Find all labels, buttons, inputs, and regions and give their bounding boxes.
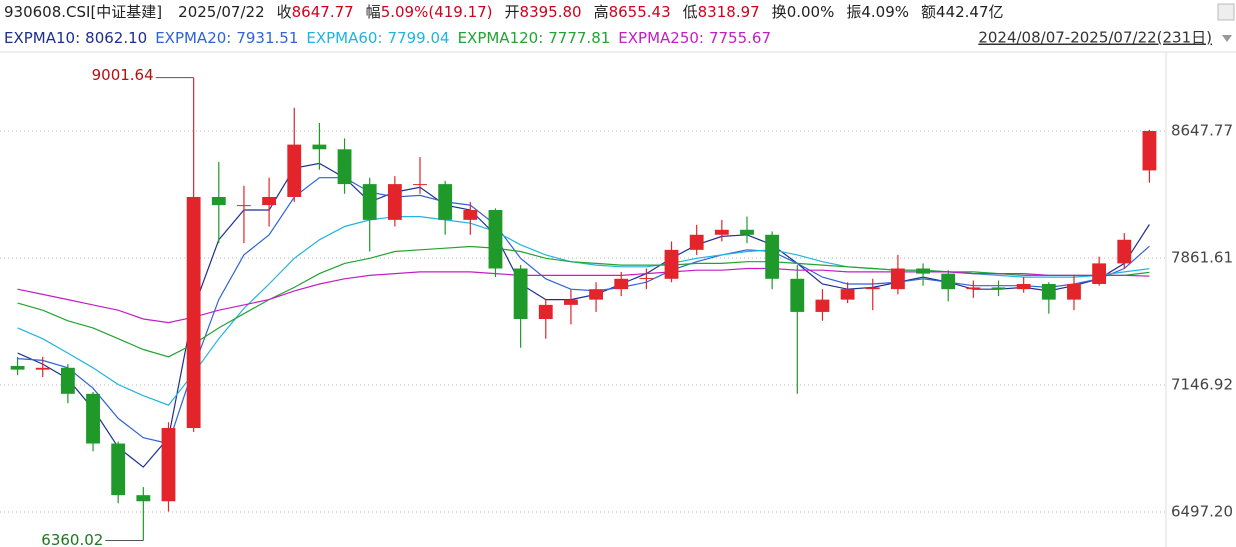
candle-body — [387, 184, 402, 220]
candle-body — [513, 268, 528, 319]
quote-value: 8395.80 — [520, 3, 582, 21]
candle-body — [10, 365, 25, 370]
candle-body — [136, 495, 151, 502]
candle-body — [966, 287, 981, 290]
annotation-label: 9001.64 — [92, 66, 154, 84]
candle-body — [714, 229, 729, 235]
candle-body — [186, 196, 201, 429]
candle-body — [1016, 283, 1031, 290]
candle-body — [1092, 263, 1107, 284]
candle-body — [865, 287, 880, 290]
candle-body — [639, 277, 654, 279]
candle-body — [237, 205, 251, 207]
candle-body — [815, 299, 830, 312]
candle-body — [86, 393, 100, 444]
legend-name: EXPMA10: — [4, 29, 80, 47]
candle-body — [991, 287, 1006, 290]
candle-body — [1041, 283, 1056, 300]
candle-body — [840, 289, 855, 300]
candle-body — [488, 210, 503, 269]
candle-body — [1117, 239, 1132, 264]
candle-body — [312, 144, 327, 150]
quote-value: 0.00% — [787, 3, 835, 21]
candle-body — [337, 149, 352, 185]
date-range: 2024/08/07-2025/07/22(231日) — [978, 29, 1212, 47]
ema-line — [17, 267, 1150, 324]
candle-body — [790, 278, 805, 312]
quote-label: 开 — [505, 3, 520, 21]
legend-name: EXPMA60: — [306, 29, 382, 47]
ema-line — [17, 177, 1150, 445]
quote-label: 换 — [772, 3, 787, 21]
candle-body — [35, 367, 50, 370]
quote-value: 8655.43 — [609, 3, 671, 21]
quote-label: 振 — [846, 3, 861, 21]
legend-name: EXPMA20: — [155, 29, 231, 47]
legend-value: 7931.51 — [236, 29, 298, 47]
candle-body — [689, 234, 704, 250]
date: 2025/07/22 — [178, 3, 264, 21]
candle-body — [916, 268, 930, 274]
menu-arrow[interactable] — [1222, 35, 1232, 42]
quote-value: 8318.97 — [698, 3, 760, 21]
candle-body — [740, 229, 754, 235]
symbol: 930608.CSI[中证基建] — [4, 3, 162, 21]
quote-value: 5.09%(419.17) — [381, 3, 493, 21]
candle-body — [60, 367, 75, 394]
quote-row: 930608.CSI[中证基建] 2025/07/22 收8647.77 幅5.09%… — [4, 3, 1004, 21]
candle-body — [765, 234, 780, 279]
candle-body — [211, 196, 226, 206]
annotation-label: 6360.02 — [41, 531, 103, 547]
candle-body — [111, 443, 126, 496]
quote-label: 高 — [594, 3, 609, 21]
legend-name: EXPMA120: — [458, 29, 544, 47]
legend-name: EXPMA250: — [618, 29, 704, 47]
ema-line — [17, 162, 1150, 468]
candle-body — [664, 249, 679, 279]
indicator-legend: EXPMA10: 8062.10 EXPMA20: 7931.51 EXPMA60: 77… — [4, 29, 771, 47]
candle-body — [161, 428, 176, 502]
quote-label: 幅 — [366, 3, 381, 21]
candle-body — [614, 278, 629, 290]
y-tick-label: 8647.77 — [1171, 122, 1233, 140]
logo-icon[interactable] — [1217, 3, 1235, 21]
candle-body — [362, 184, 377, 220]
quote-value: 442.47亿 — [936, 3, 1004, 21]
quote-label: 低 — [683, 3, 698, 21]
quote-value: 8647.77 — [292, 3, 354, 21]
y-tick-label: 7146.92 — [1171, 376, 1233, 394]
candle-body — [413, 184, 427, 186]
candle-body — [287, 144, 302, 197]
y-tick-label: 6497.20 — [1171, 503, 1233, 521]
candle-body — [589, 289, 603, 300]
candle-body — [1142, 131, 1157, 171]
candle-body — [438, 184, 453, 220]
quote-label: 额 — [921, 3, 936, 21]
candle-body — [564, 299, 578, 305]
legend-value: 7777.81 — [548, 29, 610, 47]
candle-body — [463, 210, 478, 220]
candle-body — [941, 273, 956, 290]
legend-value: 7799.04 — [388, 29, 450, 47]
legend-value: 7755.67 — [709, 29, 771, 47]
y-tick-label: 7861.61 — [1171, 249, 1233, 267]
ema-line — [17, 245, 1150, 358]
legend-value: 8062.10 — [85, 29, 147, 47]
candle-body — [890, 268, 905, 290]
quote-value: 4.09% — [861, 3, 909, 21]
quote-label: 收 — [277, 3, 292, 21]
candle-body — [1067, 283, 1081, 300]
candle-body — [262, 196, 277, 206]
candle-body — [538, 304, 553, 319]
